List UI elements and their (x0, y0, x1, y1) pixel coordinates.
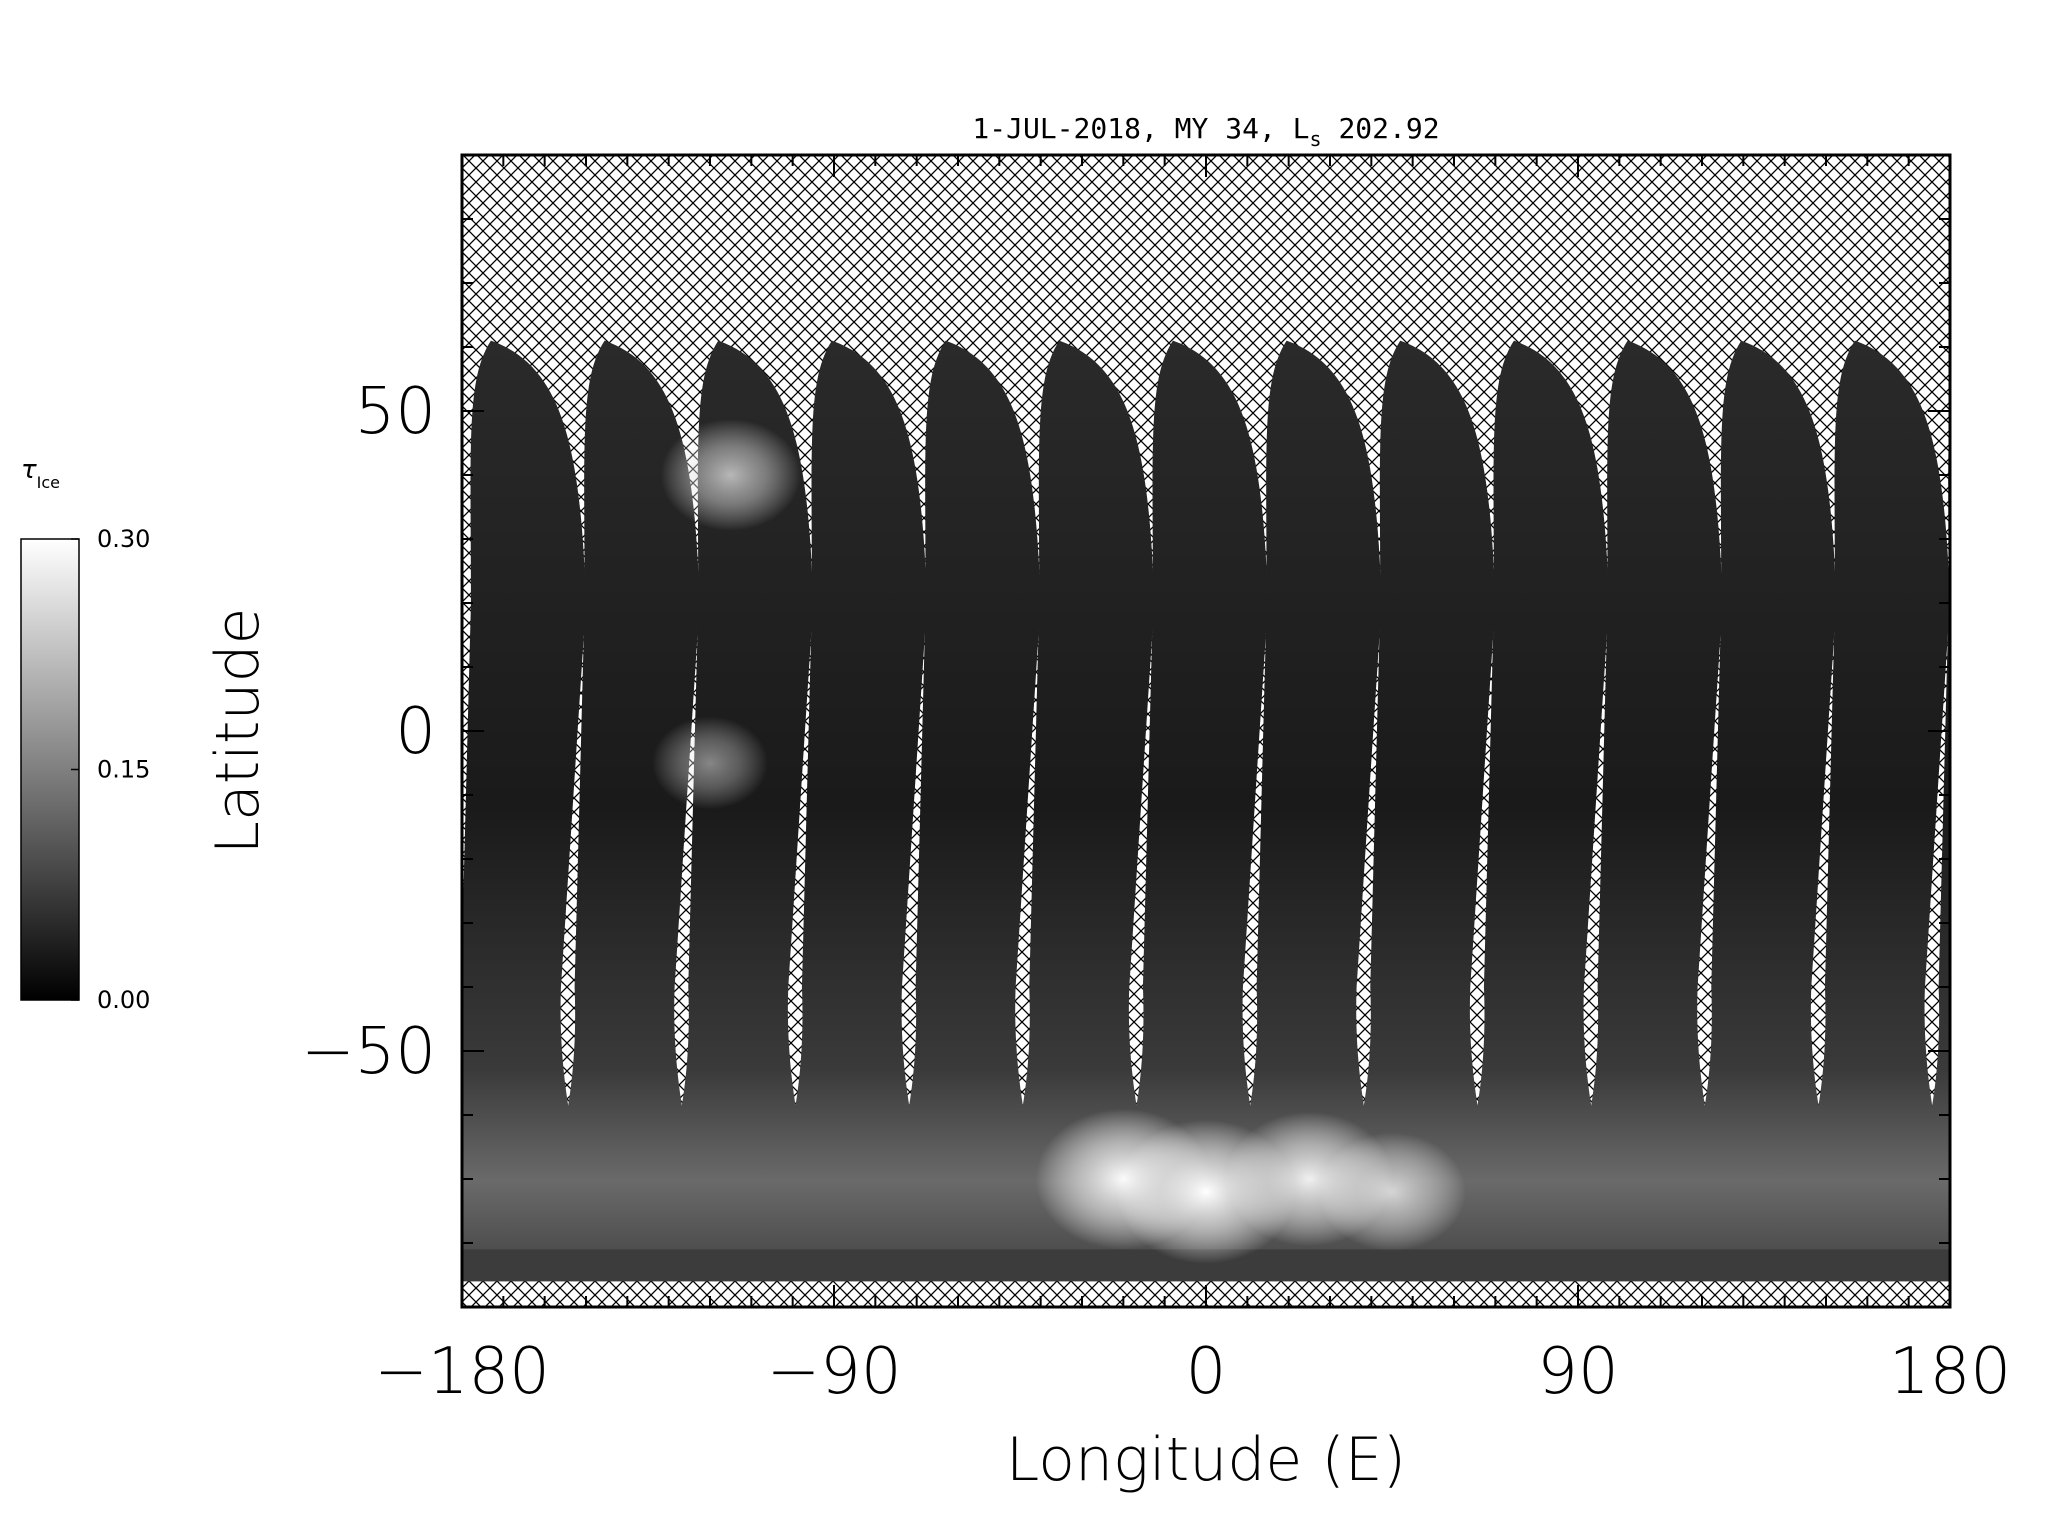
x-tick-label: 0 (1186, 1335, 1227, 1409)
ice-cloud-patch (652, 716, 768, 810)
y-axis-label: Latitude (203, 608, 273, 855)
colorbar-label: τIce (21, 455, 60, 492)
orbit-swath (462, 340, 597, 1273)
orbit-swath (1423, 340, 1620, 1275)
tick-layer: −180 −90 0 90 180 50 0 −50 (301, 154, 2011, 1409)
orbit-swath (1878, 413, 1950, 1275)
ice-cloud-patch (1318, 1132, 1466, 1252)
x-tick-label: −180 (374, 1335, 550, 1409)
y-tick-label: 0 (395, 695, 436, 769)
orbit-swath (1310, 340, 1506, 1275)
colorbar-tick-label: 0.00 (97, 986, 150, 1014)
y-tick-label: −50 (301, 1015, 436, 1089)
x-axis-label: Longitude (E) (1006, 1425, 1406, 1495)
colorbar-tick-label: 0.15 (97, 756, 150, 784)
colorbar-ticks: 0.00 0.15 0.30 (71, 525, 150, 1014)
orbit-swath (1651, 340, 1847, 1275)
ice-cloud-patch (660, 419, 801, 531)
orbit-swath (1196, 340, 1392, 1275)
x-tick-label: 180 (1889, 1335, 2011, 1409)
orbit-swath (741, 340, 938, 1275)
colorbar-tick-label: 0.30 (97, 525, 150, 553)
orbit-swath (1537, 340, 1733, 1275)
x-tick-label: −90 (766, 1335, 901, 1409)
swath-layer (462, 340, 1950, 1282)
orbit-swath (855, 340, 1051, 1275)
orbit-swath (1764, 340, 1950, 1275)
orbit-swath (1082, 340, 1279, 1275)
x-tick-label: 90 (1537, 1335, 1618, 1409)
y-tick-label: 50 (355, 375, 436, 449)
orbit-swath (514, 340, 710, 1275)
colorbar (20, 538, 80, 1001)
chart-title: 1-JUL-2018, MY 34, Ls 202.92 (972, 112, 1439, 151)
orbit-swath (969, 340, 1165, 1275)
